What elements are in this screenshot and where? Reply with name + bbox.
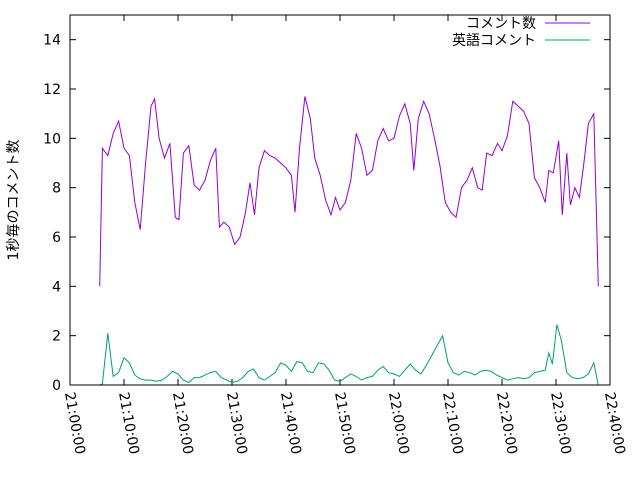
plot-frame: [69, 14, 611, 386]
y-tick-label: 8: [52, 181, 61, 197]
x-ticks: 21:00:00 21:10:00 21:20:00 21:30:00 21:40:00…: [61, 15, 628, 456]
x-tick-label: 21:40:00: [277, 391, 304, 456]
y-tick-label: 12: [43, 82, 61, 98]
y-tick-label: 14: [43, 33, 61, 49]
y-tick-label: 2: [52, 329, 61, 345]
x-tick-label: 21:20:00: [169, 391, 196, 456]
x-tick-label: 21:10:00: [115, 391, 142, 456]
ylabel-group: 1秒毎のコメント数: [6, 140, 22, 261]
x-tick-label: 22:10:00: [439, 391, 466, 456]
y-tick-label: 4: [52, 279, 61, 295]
x-tick-label: 22:00:00: [385, 391, 412, 456]
y-tick-label: 10: [43, 131, 61, 147]
legend-label: 英語コメント: [452, 32, 536, 49]
y-ticks: 0 2 4 6 8 10 12 14: [43, 33, 610, 394]
y-tick-label: 0: [52, 378, 61, 394]
x-tick-label: 22:40:00: [601, 391, 628, 456]
series-layer: [99, 96, 599, 386]
x-tick-label: 22:30:00: [547, 391, 574, 456]
series-line-0: [99, 96, 599, 287]
x-tick-label: 22:20:00: [493, 391, 520, 456]
x-tick-label: 21:00:00: [61, 391, 88, 456]
x-tick-label: 21:50:00: [331, 391, 358, 456]
x-tick-label: 21:30:00: [223, 391, 250, 456]
series-line-1: [99, 324, 599, 386]
y-axis-label: 1秒毎のコメント数: [6, 140, 22, 261]
legend-label: コメント数: [466, 16, 536, 32]
y-tick-label: 6: [52, 230, 61, 246]
